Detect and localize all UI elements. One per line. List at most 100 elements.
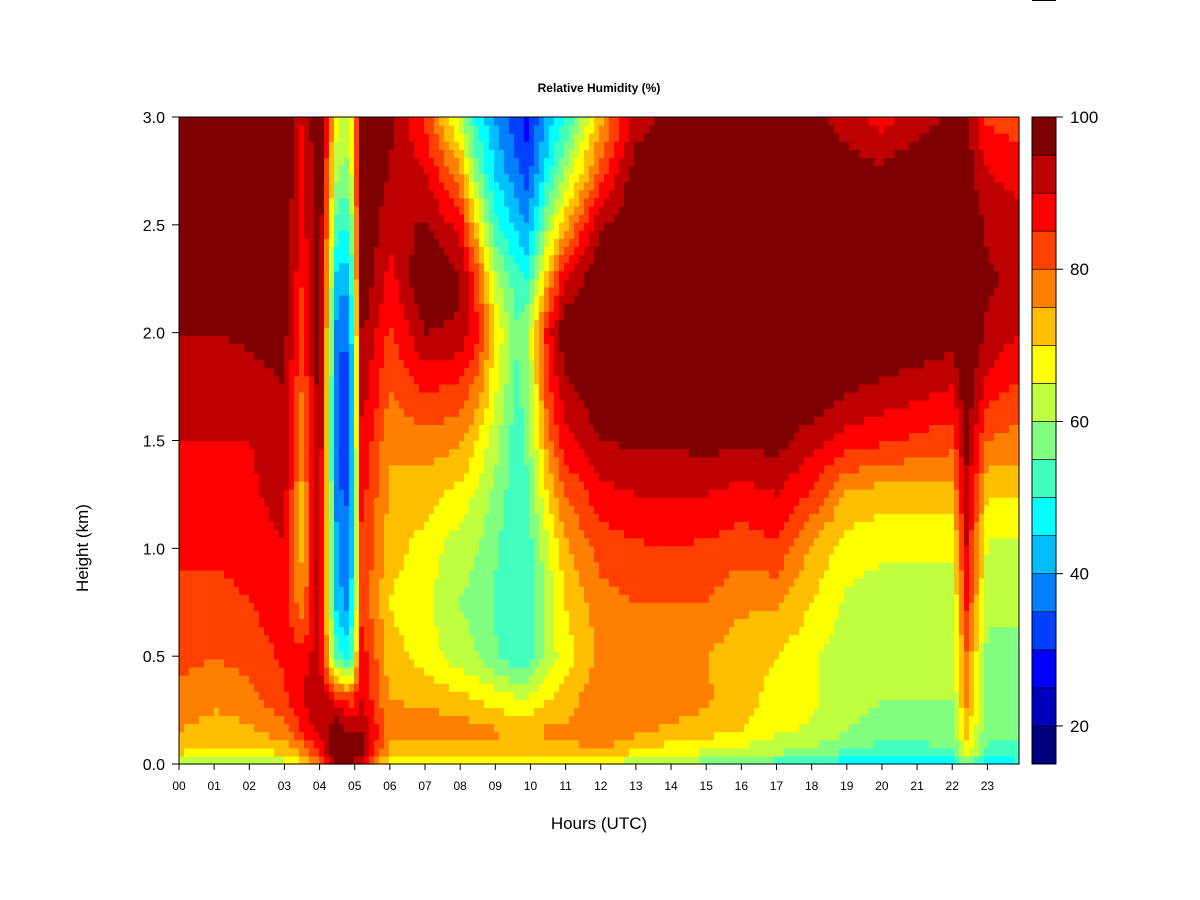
heatmap-cell xyxy=(479,254,485,264)
heatmap-cell xyxy=(304,133,310,142)
heatmap-cell xyxy=(459,448,465,458)
heatmap-cell xyxy=(339,456,345,466)
heatmap-cell xyxy=(374,181,380,191)
heatmap-cell xyxy=(379,699,385,708)
heatmap-cell xyxy=(189,359,195,369)
heatmap-cell xyxy=(399,173,405,183)
heatmap-cell xyxy=(264,553,270,563)
heatmap-cell xyxy=(369,197,375,207)
heatmap-cell xyxy=(384,141,390,150)
heatmap-cell xyxy=(374,391,380,401)
heatmap-cell xyxy=(449,731,455,741)
heatmap-cell xyxy=(264,230,270,239)
heatmap-cell xyxy=(334,165,340,175)
heatmap-cell xyxy=(254,707,260,717)
heatmap-cell xyxy=(319,634,325,644)
heatmap-cell xyxy=(394,222,400,231)
heatmap-cell xyxy=(269,586,275,595)
heatmap-cell xyxy=(469,666,475,676)
heatmap-cell xyxy=(359,205,365,215)
heatmap-cell xyxy=(289,327,295,336)
heatmap-cell xyxy=(354,303,360,312)
heatmap-cell xyxy=(179,497,185,506)
heatmap-cell xyxy=(424,529,430,539)
heatmap-cell xyxy=(359,545,365,555)
heatmap-cell xyxy=(229,391,235,401)
heatmap-cell xyxy=(179,383,185,393)
heatmap-cell xyxy=(334,205,340,215)
heatmap-cell xyxy=(454,400,460,409)
heatmap-cell xyxy=(479,472,485,482)
heatmap-cell xyxy=(359,747,365,757)
heatmap-cell xyxy=(254,125,260,134)
heatmap-cell xyxy=(464,189,470,199)
heatmap-cell xyxy=(234,359,240,369)
heatmap-cell xyxy=(214,618,220,628)
heatmap-cell xyxy=(319,416,325,425)
heatmap-cell xyxy=(284,254,290,264)
heatmap-cell xyxy=(434,343,440,353)
heatmap-cell xyxy=(464,270,470,280)
heatmap-cell xyxy=(399,117,405,126)
heatmap-cell xyxy=(344,739,350,749)
heatmap-cell xyxy=(234,270,240,280)
heatmap-cell xyxy=(419,699,425,708)
heatmap-cell xyxy=(184,222,190,231)
heatmap-cell xyxy=(244,755,250,765)
heatmap-cell xyxy=(424,448,430,458)
heatmap-cell xyxy=(309,157,315,167)
heatmap-cell xyxy=(324,286,330,296)
heatmap-cell xyxy=(419,731,425,741)
heatmap-cell xyxy=(254,448,260,458)
heatmap-cell xyxy=(304,545,310,555)
heatmap-cell xyxy=(299,739,305,749)
heatmap-cell xyxy=(189,691,195,700)
heatmap-cell xyxy=(229,343,235,353)
heatmap-cell xyxy=(219,181,225,191)
heatmap-cell xyxy=(199,391,205,401)
heatmap-cell xyxy=(399,691,405,700)
heatmap-cell xyxy=(279,319,285,328)
heatmap-cell xyxy=(224,133,230,142)
heatmap-cell xyxy=(234,181,240,191)
heatmap-cell xyxy=(249,351,255,361)
heatmap-cell xyxy=(199,117,205,126)
heatmap-cell xyxy=(414,489,420,498)
heatmap-cell xyxy=(369,472,375,482)
heatmap-cell xyxy=(364,642,370,652)
heatmap-cell xyxy=(259,658,265,668)
heatmap-cell xyxy=(254,666,260,676)
heatmap-cell xyxy=(184,181,190,191)
heatmap-cell xyxy=(454,197,460,207)
heatmap-cell xyxy=(344,472,350,482)
heatmap-cell xyxy=(214,505,220,514)
heatmap-cell xyxy=(414,238,420,247)
heatmap-cell xyxy=(369,367,375,377)
heatmap-cell xyxy=(324,472,330,482)
heatmap-cell xyxy=(424,537,430,547)
heatmap-cell xyxy=(489,626,495,636)
heatmap-cell xyxy=(359,497,365,506)
heatmap-cell xyxy=(239,367,245,377)
heatmap-cell xyxy=(459,480,465,490)
heatmap-cell xyxy=(424,400,430,409)
heatmap-cell xyxy=(244,715,250,725)
heatmap-cell xyxy=(474,205,480,215)
heatmap-cell xyxy=(329,586,335,595)
heatmap-cell xyxy=(379,489,385,498)
heatmap-cell xyxy=(264,432,270,442)
heatmap-cell xyxy=(394,400,400,409)
heatmap-cell xyxy=(384,133,390,142)
heatmap-cell xyxy=(439,545,445,555)
heatmap-cell xyxy=(204,359,210,369)
heatmap-cell xyxy=(459,133,465,142)
heatmap-cell xyxy=(229,489,235,498)
heatmap-cell xyxy=(254,489,260,498)
heatmap-cell xyxy=(314,181,320,191)
heatmap-cell xyxy=(459,262,465,272)
heatmap-cell xyxy=(369,440,375,450)
heatmap-cell xyxy=(389,133,395,142)
heatmap-cell xyxy=(249,117,255,126)
heatmap-cell xyxy=(284,642,290,652)
heatmap-cell xyxy=(454,642,460,652)
